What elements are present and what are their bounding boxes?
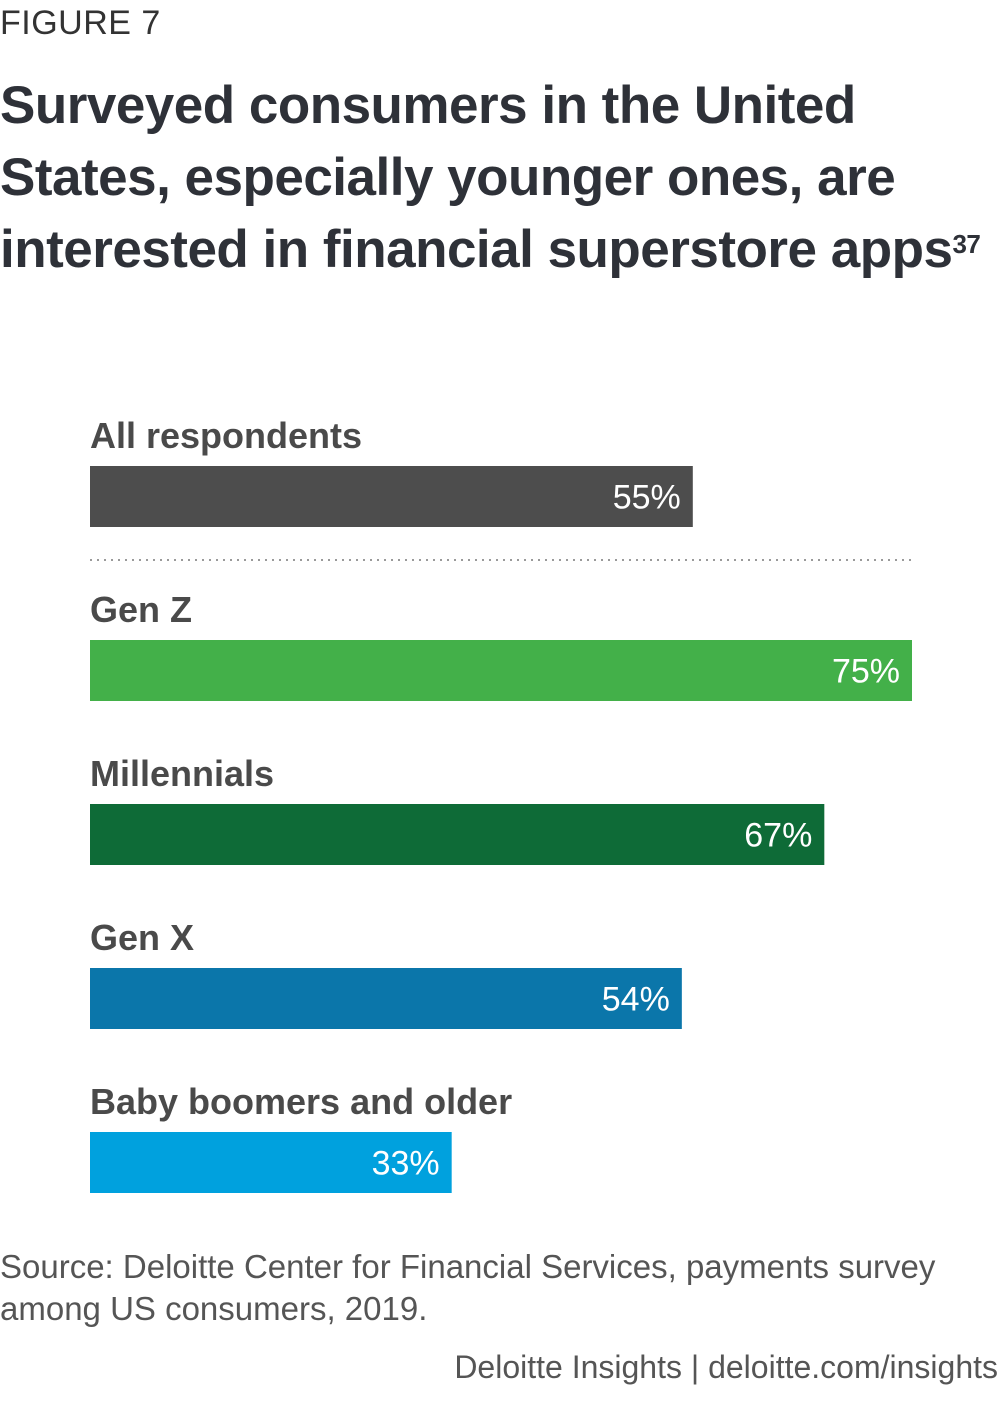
value-label: 55% <box>613 479 681 517</box>
category-label: Gen X <box>90 917 194 958</box>
title-footnote: 37 <box>952 229 981 259</box>
footer-separator: | <box>690 1349 700 1385</box>
bar <box>90 466 693 527</box>
footer-brand: Deloitte Insights <box>454 1349 682 1385</box>
chart-title: Surveyed consumers in the United States,… <box>0 70 990 286</box>
value-label: 75% <box>832 653 900 691</box>
footer-credit: Deloitte Insights | deloitte.com/insight… <box>454 1349 998 1386</box>
category-label: Millennials <box>90 753 274 794</box>
bar <box>90 640 912 701</box>
bar-chart: All respondents 55% Gen Z 75% Millennials 67%… <box>90 415 912 1193</box>
chart-title-text: Surveyed consumers in the United States,… <box>0 76 953 279</box>
category-label: Gen Z <box>90 589 192 630</box>
bar <box>90 804 825 865</box>
bar <box>90 968 682 1029</box>
footer-url[interactable]: deloitte.com/insights <box>708 1349 998 1385</box>
figure-label: FIGURE 7 <box>0 4 161 42</box>
value-label: 54% <box>602 981 670 1019</box>
bar <box>90 1132 452 1193</box>
source-note: Source: Deloitte Center for Financial Se… <box>0 1248 936 1327</box>
category-label: Baby boomers and older <box>90 1081 512 1122</box>
value-label: 33% <box>372 1145 440 1183</box>
value-label: 67% <box>744 817 812 855</box>
category-label: All respondents <box>90 415 362 456</box>
